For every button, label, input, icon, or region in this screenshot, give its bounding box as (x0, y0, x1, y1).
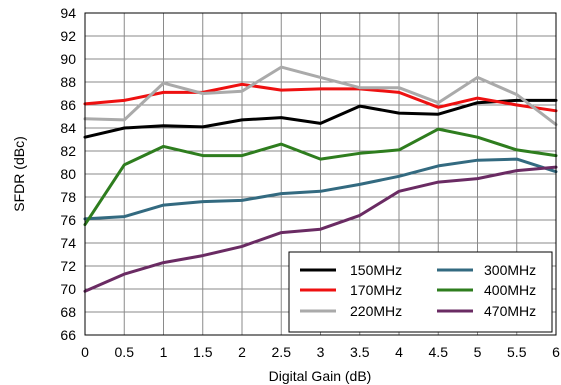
legend-label: 170MHz (350, 282, 402, 298)
x-tick-label: 6 (552, 344, 560, 360)
x-tick-label: 3 (317, 344, 325, 360)
x-tick-label: 1.5 (193, 344, 213, 360)
series-line-150MHz (83, 98, 558, 139)
x-tick-label: 5.5 (507, 344, 527, 360)
series-line-470MHz (83, 165, 558, 293)
legend-label: 220MHz (350, 303, 402, 319)
series-line-400MHz (83, 127, 558, 227)
x-tick-label: 4 (395, 344, 403, 360)
x-tick-label: 5 (474, 344, 482, 360)
legend-box (288, 251, 553, 333)
y-tick-label: 88 (60, 74, 76, 90)
x-tick-label: 0 (81, 344, 89, 360)
y-tick-label: 76 (60, 212, 76, 228)
x-tick-label: 3.5 (350, 344, 370, 360)
series-lines (83, 65, 558, 293)
y-tick-labels: 66 68 70 72 74 76 78 80 82 84 86 88 90 92 94 (60, 5, 76, 343)
y-tick-label: 74 (60, 235, 76, 251)
y-tick-label: 78 (60, 189, 76, 205)
y-tick-label: 72 (60, 258, 76, 274)
series-line-170MHz (83, 82, 558, 113)
legend-label: 150MHz (350, 262, 402, 278)
y-axis-label: SFDR (dBc) (11, 136, 27, 211)
legend: 150MHz 170MHz 220MHz 300MHz 400MHz 470MHz (288, 251, 553, 333)
y-tick-label: 70 (60, 281, 76, 297)
series-line-300MHz (83, 157, 558, 221)
legend-label: 300MHz (484, 262, 536, 278)
y-tick-label: 84 (60, 120, 76, 136)
x-tick-label: 0.5 (115, 344, 135, 360)
y-tick-label: 66 (60, 327, 76, 343)
x-tick-label: 2 (238, 344, 246, 360)
plot-frame (84, 12, 557, 336)
y-tick-label: 82 (60, 143, 76, 159)
x-tick-labels: 0 0.5 1 1.5 2 2.5 3 3.5 4 4.5 5 5.5 6 (81, 344, 560, 360)
x-tick-label: 2.5 (272, 344, 292, 360)
y-tick-label: 90 (60, 51, 76, 67)
y-tick-label: 86 (60, 97, 76, 113)
y-tick-label: 68 (60, 304, 76, 320)
y-tick-label: 94 (60, 5, 76, 21)
x-tick-label: 1 (160, 344, 168, 360)
legend-label: 400MHz (484, 282, 536, 298)
x-tick-label: 4.5 (429, 344, 449, 360)
series-line-220MHz (83, 65, 558, 127)
x-axis-label: Digital Gain (dB) (269, 368, 372, 384)
y-tick-label: 80 (60, 166, 76, 182)
y-tick-label: 92 (60, 28, 76, 44)
legend-label: 470MHz (484, 303, 536, 319)
